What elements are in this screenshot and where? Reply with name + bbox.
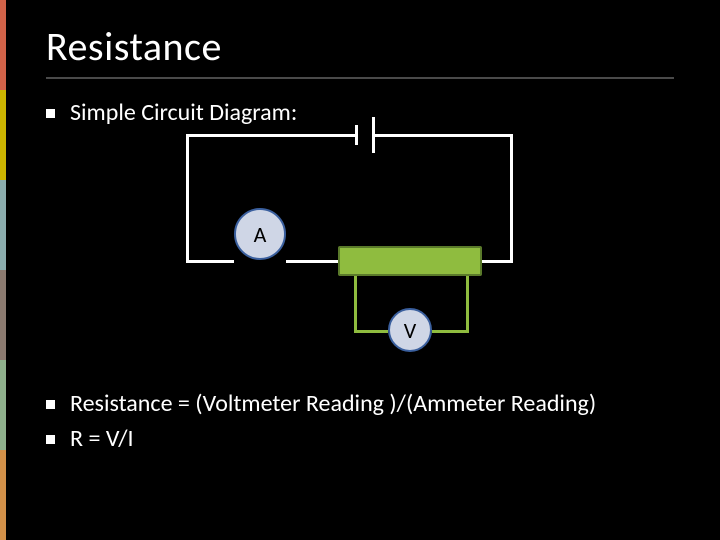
voltmeter: V — [388, 308, 432, 352]
bullet-list: Simple Circuit Diagram: — [46, 97, 674, 128]
wire-left — [186, 134, 189, 263]
wire-top-right — [375, 134, 513, 137]
resistor — [338, 246, 482, 276]
wire-bottom-3 — [482, 260, 513, 263]
v-wire-left-down — [354, 276, 357, 330]
wire-bottom-2 — [286, 260, 338, 263]
v-wire-bottom-right — [432, 330, 469, 333]
slide-body: Resistance Simple Circuit Diagram: A — [0, 0, 720, 455]
accent-bar — [0, 0, 6, 540]
battery-short-plate — [355, 125, 358, 145]
bullet-list-2: Resistance = (Voltmeter Reading )/(Ammet… — [46, 388, 674, 454]
accent-seg-5 — [0, 450, 6, 540]
slide-title: Resistance — [46, 22, 674, 71]
bullet-formula-short: R = V/I — [70, 423, 674, 454]
bullet-formula-text: Resistance = (Voltmeter Reading )/(Ammet… — [70, 388, 674, 419]
title-rule — [46, 77, 674, 79]
ammeter: A — [234, 208, 286, 260]
battery-long-plate — [372, 117, 375, 153]
v-wire-right-down — [466, 276, 469, 330]
accent-seg-3 — [0, 270, 6, 360]
accent-seg-4 — [0, 360, 6, 450]
wire-top-left — [186, 134, 355, 137]
v-wire-bottom-left — [354, 330, 388, 333]
ammeter-label: A — [254, 221, 267, 248]
accent-seg-1 — [0, 90, 6, 180]
voltmeter-label: V — [404, 317, 416, 344]
accent-seg-0 — [0, 0, 6, 90]
accent-seg-2 — [0, 180, 6, 270]
wire-bottom-1 — [186, 260, 234, 263]
circuit-diagram: A V — [180, 134, 540, 374]
wire-right — [510, 134, 513, 263]
